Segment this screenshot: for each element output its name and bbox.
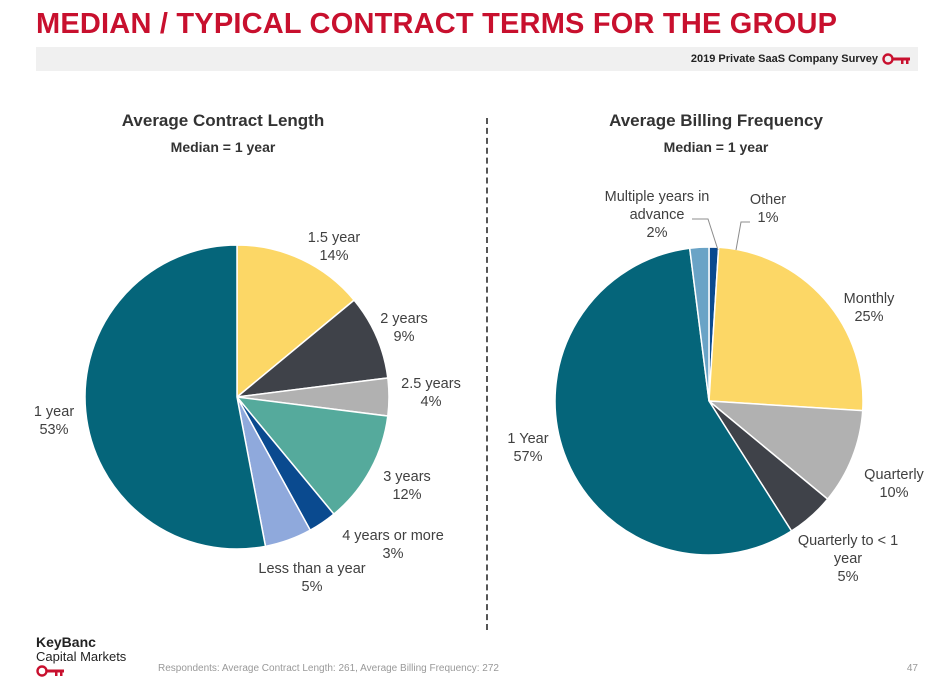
survey-bar: 2019 Private SaaS Company Survey (36, 47, 918, 71)
chart2-slice-4 (554, 247, 793, 556)
chart2-label-2: Quarterly 10% (864, 467, 924, 501)
chart2-leader-0 (735, 221, 750, 251)
page-title: MEDIAN / TYPICAL CONTRACT TERMS FOR THE … (36, 8, 838, 40)
chart2-leader-5 (692, 218, 719, 251)
chart2-label-1: Monthly 25% (844, 291, 896, 325)
chart1-label-0: 1.5 year 14% (308, 230, 361, 264)
chart2-label-5: Multiple years in advance 2% (605, 189, 710, 241)
chart1-label-3: 3 years 12% (383, 469, 431, 503)
chart2-slice-2 (706, 400, 864, 501)
chart1-label-1: 2 years 9% (380, 311, 428, 345)
logo-keybanc: KeyBanc (36, 634, 96, 650)
logo-capital-markets: Capital Markets (36, 649, 127, 664)
chart1-slice-3 (235, 396, 389, 516)
chart2-subtitle: Median = 1 year (663, 139, 769, 155)
chart2-label-0: Other 1% (750, 192, 786, 226)
key-icon (882, 53, 910, 65)
chart2-title: Average Billing Frequency (609, 111, 823, 130)
survey-label: 2019 Private SaaS Company Survey (690, 53, 878, 65)
chart2-label-4: 1 Year 57% (507, 431, 548, 465)
chart2-slice-1 (708, 246, 864, 412)
chart1-label-6: 1 year 53% (34, 404, 74, 438)
chart1-subtitle: Median = 1 year (170, 139, 276, 155)
footnote: Respondents: Average Contract Length: 26… (158, 663, 499, 674)
chart2-slice-5 (688, 246, 710, 402)
chart1-slice-6 (84, 244, 267, 550)
logo-key-icon (36, 665, 64, 677)
chart1-label-4: 4 years or more 3% (342, 528, 444, 562)
chart1-label-2: 2.5 years 4% (401, 376, 461, 410)
chart1-slice-1 (234, 299, 389, 399)
chart1-slice-0 (236, 244, 356, 399)
chart1-label-5: Less than a year 5% (258, 561, 365, 595)
page-number: 47 (906, 663, 918, 674)
chart2-label-3: Quarterly to < 1 year 5% (798, 533, 898, 585)
divider (486, 118, 488, 630)
chart1-title: Average Contract Length (121, 111, 325, 130)
